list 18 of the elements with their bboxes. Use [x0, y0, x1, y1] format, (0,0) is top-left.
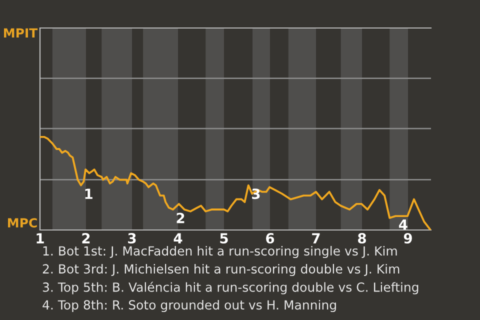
x-tick-label: 9 — [404, 233, 412, 244]
x-tick-label: 3 — [128, 233, 136, 244]
text: 4. Top 8th: R. Soto grounded out vs H. Manning — [42, 300, 336, 312]
text: 2. Bot 3rd: J. Michielsen hit a run-scoring double vs J. Kim — [42, 264, 400, 276]
annotation: 4 — [398, 219, 408, 230]
annotation: 1 — [85, 188, 92, 199]
x-tick-label: 5 — [220, 233, 228, 244]
x-tick-label: 2 — [82, 233, 90, 244]
x-tick-label: 8 — [358, 233, 366, 244]
text: MPIT — [4, 28, 38, 38]
text: 3. Top 5th: B. Valéncia hit a run-scoring double vs C. Liefting — [42, 282, 418, 294]
x-tick-label: 1 — [36, 233, 44, 244]
annotation: 2 — [176, 212, 184, 224]
x-tick-label: 7 — [312, 233, 320, 244]
text: 1. Bot 1st: J. MacFadden hit a run-scoring single vs J. Kim — [43, 246, 397, 258]
text: MPC — [8, 218, 37, 228]
x-tick-label: 4 — [174, 233, 182, 244]
x-tick-label: 6 — [266, 233, 274, 244]
